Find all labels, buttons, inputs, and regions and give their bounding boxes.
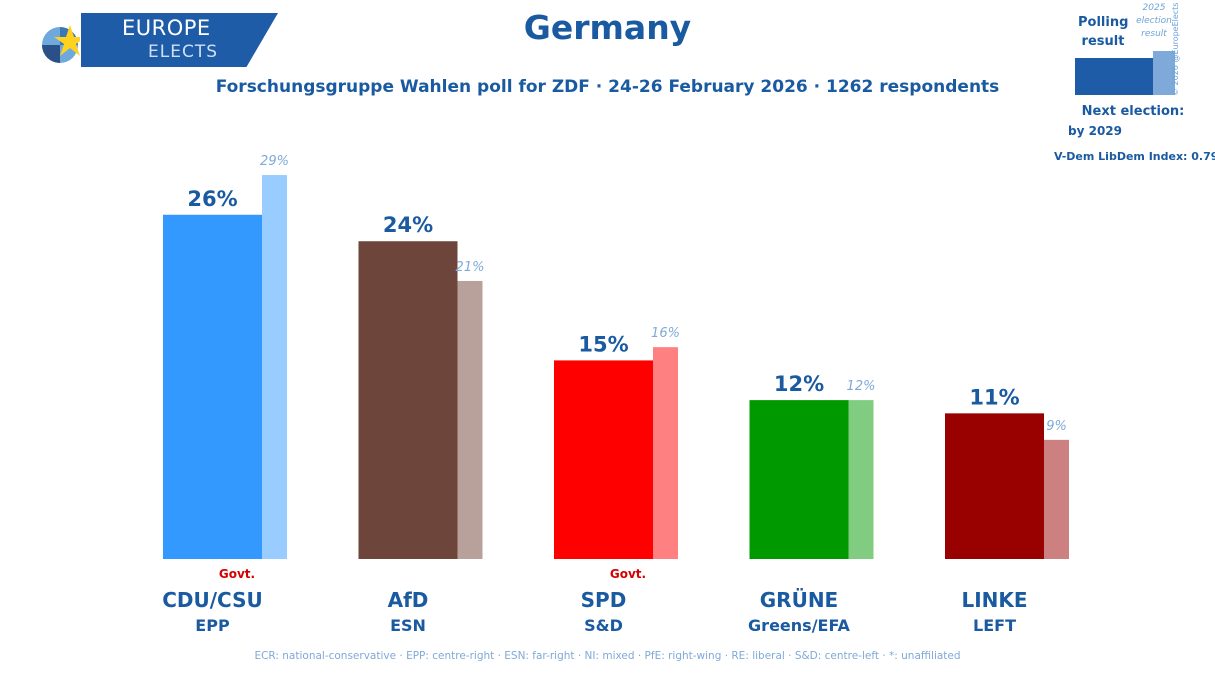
bar-previous-linke [1044, 439, 1069, 559]
value-label-cdu-csu: 26% [187, 187, 237, 211]
value-label-linke: 11% [969, 385, 1019, 409]
party-group-linke: LEFT [973, 616, 1016, 635]
europe-elects-logo: EUROPE ELECTS [36, 13, 278, 67]
party-group-gr-ne: Greens/EFA [748, 616, 851, 635]
logo-band [81, 13, 278, 67]
legend-polling-label: Polling result [1078, 15, 1129, 49]
govt-label-spd: Govt. [610, 567, 646, 581]
previous-label-gr-ne: 12% [847, 379, 876, 394]
bar-polling-spd [554, 360, 653, 559]
page-title: Germany [523, 8, 692, 47]
footer-group-legend: ECR: national-conservative · EPP: centre… [254, 650, 961, 662]
next-election-label: Next election: [1081, 104, 1185, 119]
previous-label-cdu-csu: 29% [260, 154, 289, 169]
bar-polling-gr-ne [749, 400, 849, 559]
bar-polling-cdu-csu [163, 214, 262, 559]
party-name-afd: AfD [388, 588, 429, 612]
logo-text-elects: ELECTS [148, 42, 218, 62]
page-subtitle: Forschungsgruppe Wahlen poll for ZDF · 2… [215, 77, 1000, 97]
legend-polling-swatch [1075, 58, 1153, 95]
bar-polling-afd [358, 241, 458, 560]
party-name-spd: SPD [581, 588, 627, 612]
legend: Polling result 2025 election result © 20… [1054, 0, 1215, 170]
next-election-value: by 2029 [1068, 124, 1122, 138]
party-name-cdu-csu: CDU/CSU [162, 588, 263, 612]
bar-previous-afd [457, 280, 483, 559]
bar-polling-linke [945, 413, 1044, 559]
govt-label-cdu-csu: Govt. [219, 567, 255, 581]
previous-label-spd: 16% [651, 326, 680, 341]
party-name-gr-ne: GRÜNE [760, 588, 838, 612]
party-name-linke: LINKE [961, 588, 1027, 612]
value-label-spd: 15% [578, 332, 628, 356]
previous-label-afd: 21% [456, 260, 485, 275]
value-label-gr-ne: 12% [774, 372, 824, 396]
vdem-index: V-Dem LibDem Index: 0.79 [1054, 150, 1215, 163]
party-group-afd: ESN [390, 616, 426, 635]
legend-previous-label: 2025 election result [1136, 3, 1172, 39]
globe-icon [42, 25, 80, 63]
legend-previous-swatch [1153, 51, 1175, 95]
bar-previous-spd [653, 347, 678, 559]
logo-text-europe: EUROPE [122, 16, 211, 40]
party-group-spd: S&D [584, 616, 623, 635]
value-label-afd: 24% [383, 213, 433, 237]
bar-previous-cdu-csu [262, 175, 287, 560]
party-group-cdu-csu: EPP [195, 616, 230, 635]
previous-label-linke: 9% [1046, 419, 1067, 434]
bar-previous-gr-ne [848, 400, 874, 559]
